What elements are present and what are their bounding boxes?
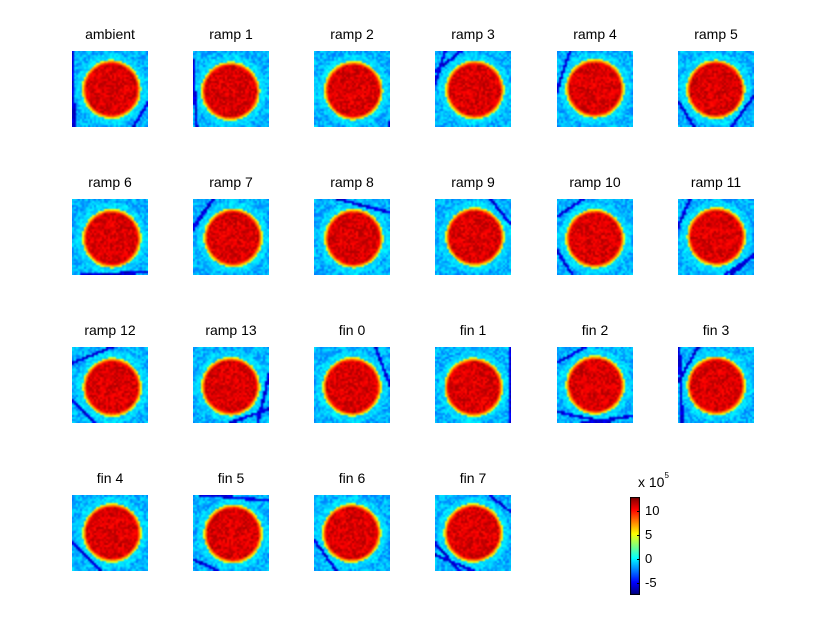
heatmap-panel: ramp 4: [545, 25, 645, 145]
colorbar-tick-label: -5: [645, 575, 657, 591]
heatmap-panel: fin 3: [666, 321, 766, 441]
panel-title: ramp 12: [84, 322, 136, 338]
panel-title: fin 3: [702, 322, 730, 338]
heatmap-panel: ramp 8: [302, 173, 402, 293]
colorbar-tick-mark: [637, 534, 640, 536]
panel-title: ramp 10: [569, 174, 621, 190]
heatmap-panel: fin 0: [302, 321, 402, 441]
heatmap-panel: ramp 11: [666, 173, 766, 293]
heatmap-panel: ramp 12: [60, 321, 160, 441]
panel-title: fin 1: [459, 322, 487, 338]
panel-title: ramp 3: [451, 26, 495, 42]
panel-title: ramp 4: [573, 26, 617, 42]
panel-title: fin 5: [217, 470, 245, 486]
colorbar-tick-mark: [637, 510, 640, 512]
heatmap-image: [72, 495, 148, 571]
colorbar-multiplier: x 105: [638, 471, 669, 490]
heatmap-panel: ramp 2: [302, 25, 402, 145]
heatmap-image: [193, 347, 269, 423]
heatmap-image: [557, 51, 633, 127]
colorbar-tick-label: 5: [645, 527, 653, 543]
colorbar-gradient: [630, 497, 640, 595]
colorbar-tick-mark: [637, 558, 640, 560]
heatmap-image: [193, 199, 269, 275]
colorbar-tick-mark: [637, 582, 640, 584]
heatmap-panel: ramp 6: [60, 173, 160, 293]
heatmap-panel: ambient: [60, 25, 160, 145]
panel-title: ramp 13: [205, 322, 257, 338]
panel-title: fin 0: [338, 322, 366, 338]
heatmap-panel: fin 1: [423, 321, 523, 441]
heatmap-panel: ramp 7: [181, 173, 281, 293]
heatmap-panel: fin 5: [181, 469, 281, 589]
heatmap-panel: fin 6: [302, 469, 402, 589]
panel-title: ramp 2: [330, 26, 374, 42]
heatmap-panel: ramp 3: [423, 25, 523, 145]
colorbar-tick-label: 0: [645, 551, 653, 567]
heatmap-image: [314, 199, 390, 275]
colorbar: x 105 10 5 0 -5: [630, 471, 710, 595]
heatmap-panel: ramp 13: [181, 321, 281, 441]
heatmap-panel: ramp 5: [666, 25, 766, 145]
heatmap-panel: fin 7: [423, 469, 523, 589]
heatmap-image: [72, 347, 148, 423]
panel-title: ramp 8: [330, 174, 374, 190]
heatmap-image: [314, 347, 390, 423]
panel-title: fin 4: [96, 470, 124, 486]
panel-title: fin 7: [459, 470, 487, 486]
heatmap-image: [72, 51, 148, 127]
heatmap-panel: fin 2: [545, 321, 645, 441]
heatmap-image: [193, 51, 269, 127]
heatmap-panel: ramp 1: [181, 25, 281, 145]
heatmap-panel: ramp 9: [423, 173, 523, 293]
panel-title: ramp 6: [88, 174, 132, 190]
heatmap-image: [678, 51, 754, 127]
panel-title: ramp 1: [209, 26, 253, 42]
panel-title: ambient: [85, 26, 135, 42]
panel-title: ramp 7: [209, 174, 253, 190]
heatmap-image: [557, 347, 633, 423]
heatmap-image: [435, 495, 511, 571]
panel-title: fin 2: [581, 322, 609, 338]
heatmap-image: [435, 347, 511, 423]
heatmap-image: [435, 51, 511, 127]
heatmap-image: [678, 347, 754, 423]
heatmap-panel: ramp 10: [545, 173, 645, 293]
panel-title: fin 6: [338, 470, 366, 486]
panel-title: ramp 9: [451, 174, 495, 190]
heatmap-image: [314, 51, 390, 127]
heatmap-image: [678, 199, 754, 275]
heatmap-image: [193, 495, 269, 571]
heatmap-image: [557, 199, 633, 275]
panel-title: ramp 11: [690, 174, 742, 190]
heatmap-image: [435, 199, 511, 275]
colorbar-tick-label: 10: [645, 503, 660, 519]
heatmap-image: [72, 199, 148, 275]
heatmap-panel: fin 4: [60, 469, 160, 589]
heatmap-image: [314, 495, 390, 571]
panel-title: ramp 5: [694, 26, 738, 42]
